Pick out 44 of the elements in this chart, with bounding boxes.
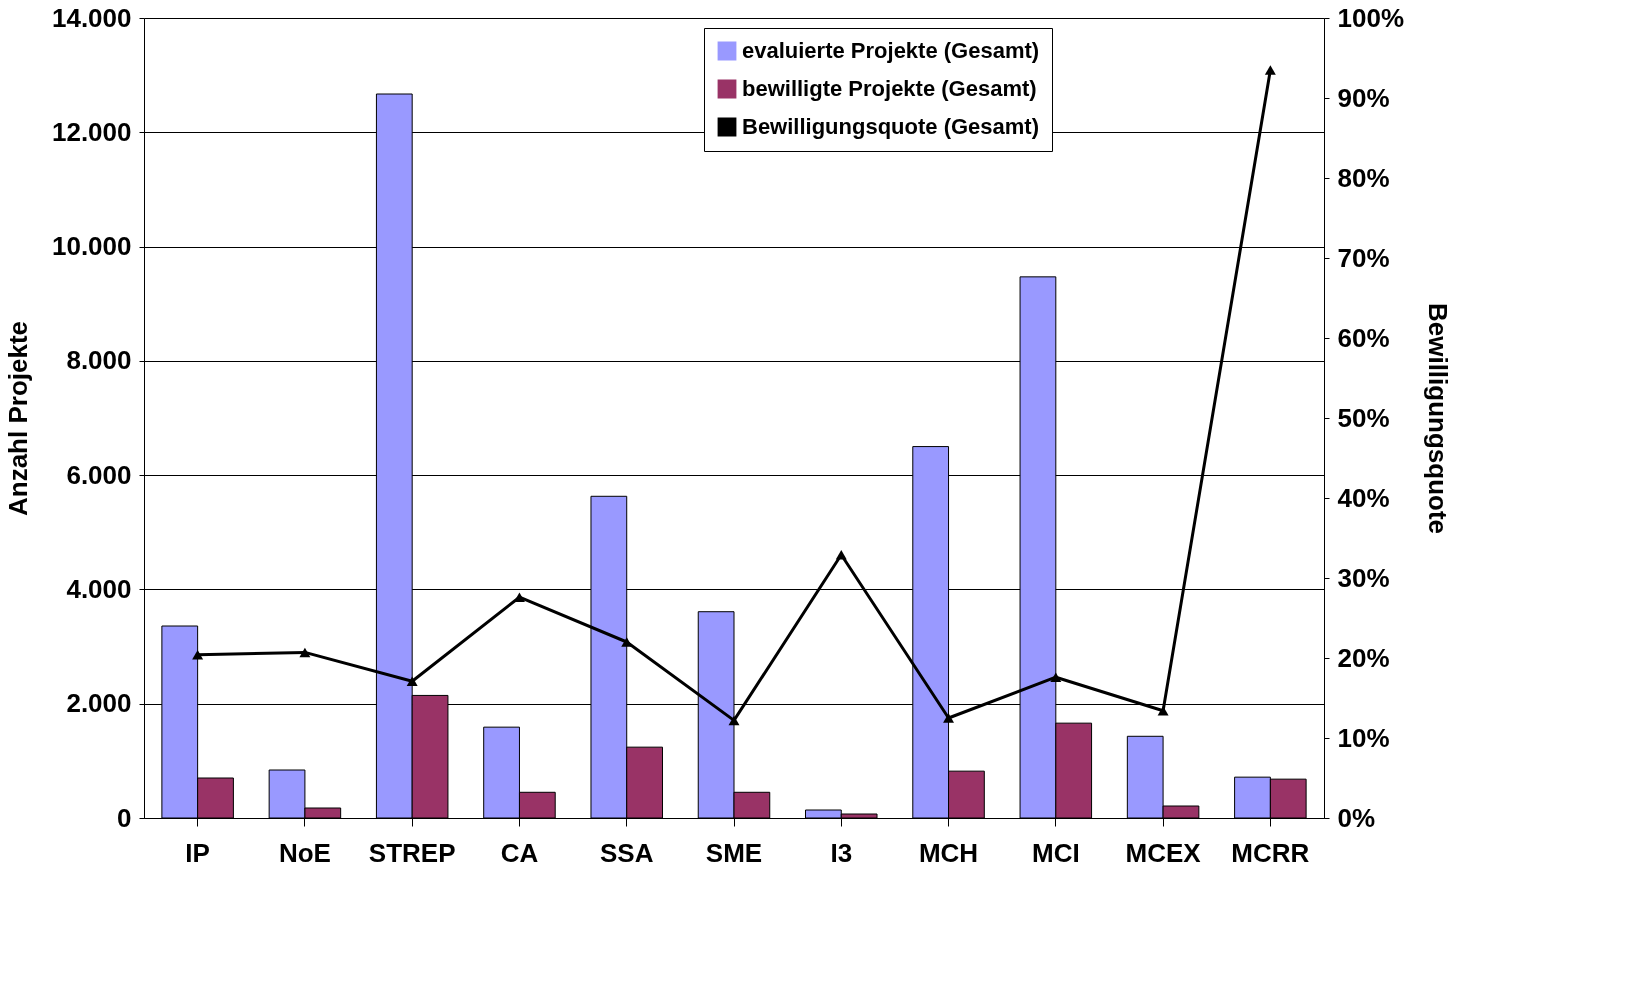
legend-label: evaluierte Projekte (Gesamt) [742,38,1040,63]
y2-tick-label: 70% [1337,242,1390,273]
y-tick-label: 6.000 [66,459,132,490]
y2-tick-label: 40% [1337,482,1390,513]
x-tick-label: MCEX [1125,837,1202,868]
point [728,715,740,726]
y2-tick-label: 80% [1337,162,1390,193]
y-tick-label: 8.000 [66,345,132,376]
x-tick-label: MCRR [1231,837,1310,868]
y2-tick-label: 10% [1337,722,1390,753]
y-tick-label: 2.000 [66,688,132,719]
y2-tick-label: 30% [1337,562,1390,593]
point [1050,672,1062,682]
point [943,713,955,723]
point [192,650,204,660]
x-tick-label: NoE [278,837,331,868]
y-tick-label: 0 [117,802,132,833]
y2-tick-label: 90% [1337,82,1390,113]
legend-label: bewilligte Projekte (Gesamt) [742,76,1037,101]
y2-tick-label: 0% [1337,802,1376,833]
x-tick-label: STREP [368,837,456,868]
point [299,647,311,658]
y2-axis-title: Bewilligungsquote [1423,302,1453,535]
legend-label: Bewilligungsquote (Gesamt) [742,114,1040,139]
point [1157,706,1169,716]
y-tick-label: 10.000 [51,231,132,262]
point [406,676,418,686]
point [835,550,847,560]
y2-tick-label: 50% [1337,402,1390,433]
y-tick-label: 4.000 [66,573,132,604]
x-tick-label: CA [500,837,539,868]
y-axis-title: Anzahl Projekte [2,320,33,517]
point [1264,65,1276,75]
x-tick-label: IP [185,837,210,868]
y2-tick-label: 100% [1337,2,1404,33]
x-tick-label: I3 [830,837,853,868]
x-tick-label: SME [705,837,763,868]
y2-tick-label: 20% [1337,642,1390,673]
x-tick-label: SSA [599,837,654,868]
y-tick-label: 12.000 [51,116,132,147]
y-tick-label: 14.000 [51,2,132,33]
x-tick-label: MCI [1031,837,1080,868]
y2-tick-label: 60% [1337,322,1390,353]
x-tick-label: MCH [918,837,979,868]
